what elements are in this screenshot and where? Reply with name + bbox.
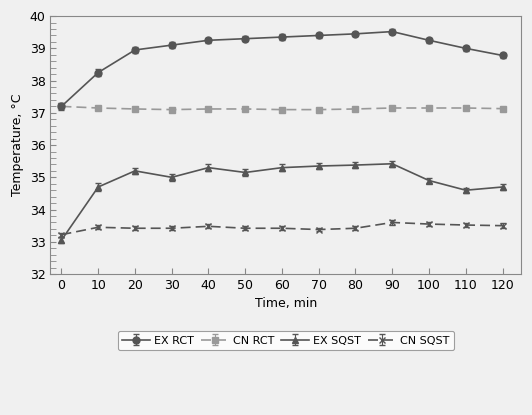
Legend: EX RCT, CN RCT, EX SQST, CN SQST: EX RCT, CN RCT, EX SQST, CN SQST — [118, 331, 454, 350]
X-axis label: Time, min: Time, min — [254, 298, 317, 310]
Y-axis label: Temperature, °C: Temperature, °C — [11, 94, 24, 196]
